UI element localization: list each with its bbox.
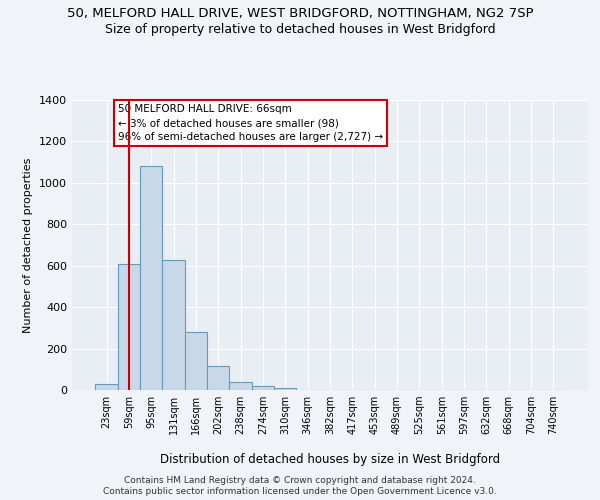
Text: Size of property relative to detached houses in West Bridgford: Size of property relative to detached ho… [104, 22, 496, 36]
Y-axis label: Number of detached properties: Number of detached properties [23, 158, 34, 332]
Text: Distribution of detached houses by size in West Bridgford: Distribution of detached houses by size … [160, 452, 500, 466]
Bar [140, 166, 163, 390]
Text: Contains public sector information licensed under the Open Government Licence v3: Contains public sector information licen… [103, 488, 497, 496]
Bar [207, 366, 229, 390]
Bar [95, 384, 118, 390]
Bar [252, 386, 274, 390]
Text: 50, MELFORD HALL DRIVE, WEST BRIDGFORD, NOTTINGHAM, NG2 7SP: 50, MELFORD HALL DRIVE, WEST BRIDGFORD, … [67, 8, 533, 20]
Text: 50 MELFORD HALL DRIVE: 66sqm
← 3% of detached houses are smaller (98)
96% of sem: 50 MELFORD HALL DRIVE: 66sqm ← 3% of det… [118, 104, 383, 142]
Bar [118, 264, 140, 390]
Text: Contains HM Land Registry data © Crown copyright and database right 2024.: Contains HM Land Registry data © Crown c… [124, 476, 476, 485]
Bar [185, 332, 207, 390]
Bar [163, 260, 185, 390]
Bar [274, 388, 296, 390]
Bar [229, 382, 252, 390]
